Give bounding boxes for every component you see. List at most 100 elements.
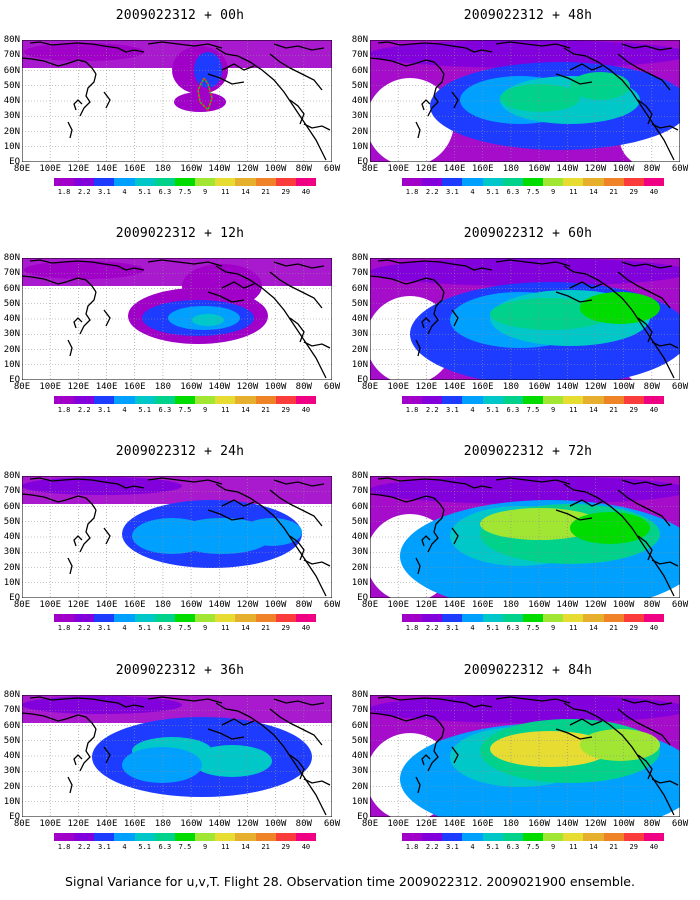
figure-caption: Signal Variance for u,v,T. Flight 28. Ob… xyxy=(65,874,635,889)
latitude-label: 80N xyxy=(351,690,368,700)
colorbar-swatch xyxy=(422,178,443,186)
latitude-label: EQ xyxy=(357,157,368,167)
colorbar-label: 2.2 xyxy=(77,624,91,632)
colorbar-swatch xyxy=(623,178,644,186)
colorbar-swatch xyxy=(442,833,463,841)
colorbar-label: 5.1 xyxy=(138,624,152,632)
longitude-label: 140W xyxy=(208,164,231,174)
longitude-label: 60W xyxy=(323,164,341,174)
latitude-label: 80N xyxy=(351,35,368,45)
latitude-label: EQ xyxy=(357,593,368,603)
colorbar-label: 29 xyxy=(281,406,290,414)
latitude-label: 20N xyxy=(3,781,20,792)
latitude-label: 10N xyxy=(3,577,20,588)
latitude-label: 50N xyxy=(351,516,368,527)
colorbar-label: 21 xyxy=(261,624,270,632)
longitude-label: 160W xyxy=(180,382,202,392)
longitude-label: 180 xyxy=(502,382,520,392)
longitude-label: 140W xyxy=(556,382,579,392)
colorbar-swatch xyxy=(114,833,135,841)
latitude-label: 40N xyxy=(351,751,368,761)
longitude-label: 160E xyxy=(123,164,146,174)
colorbar-swatch xyxy=(422,833,443,841)
colorbar-swatch xyxy=(643,833,665,841)
latitude-label: 30N xyxy=(351,329,368,340)
colorbar-label: 5.1 xyxy=(486,188,500,196)
longitude-label: 120W xyxy=(584,382,607,392)
colorbar-swatch xyxy=(522,396,544,404)
colorbar-swatch xyxy=(402,396,423,404)
colorbar-swatch xyxy=(215,833,236,841)
colorbar-label: 5.1 xyxy=(138,188,152,196)
colorbar-label: 4 xyxy=(470,843,475,851)
longitude-label: 180 xyxy=(502,164,520,174)
colorbar-swatch xyxy=(74,178,95,186)
latitude-label: 50N xyxy=(351,735,368,746)
map-panel: 2009022312 + 00h 80N 70N 60N 50N 40N 30N 20N 10N… xyxy=(4,0,350,222)
colorbar-label: 3.1 xyxy=(446,624,459,632)
panel-title: 2009022312 + 84h xyxy=(463,663,593,678)
colorbar xyxy=(402,614,665,622)
colorbar-label: 14 xyxy=(241,406,250,414)
colorbar-label: 4 xyxy=(122,843,127,851)
longitude-label: 120W xyxy=(236,819,259,829)
longitude-label: 140E xyxy=(95,382,118,392)
colorbar-label: 14 xyxy=(589,843,598,851)
colorbar-swatch xyxy=(462,178,483,186)
colorbar-label: 7.5 xyxy=(526,406,540,414)
colorbar-label: 11 xyxy=(221,624,230,632)
colorbar-swatch xyxy=(74,614,95,622)
colorbar-label: 14 xyxy=(241,188,250,196)
colorbar-swatch xyxy=(543,833,564,841)
colorbar-label: 6.3 xyxy=(158,188,172,196)
colorbar-label: 14 xyxy=(241,624,250,632)
map-panel: 2009022312 + 12h 80N 70N 60N 50N 40N 30N 20N 10N… xyxy=(4,218,350,440)
longitude-label: 160E xyxy=(471,164,494,174)
colorbar-swatch xyxy=(295,614,317,622)
latitude-label: EQ xyxy=(9,157,20,167)
longitude-label: 80W xyxy=(643,382,660,392)
colorbar-label: 3.1 xyxy=(446,843,459,851)
colorbar-swatch xyxy=(295,178,317,186)
colorbar-swatch xyxy=(275,614,296,622)
colorbar-label: 29 xyxy=(629,624,638,632)
latitude-label: 30N xyxy=(3,329,20,340)
colorbar-label: 40 xyxy=(301,624,311,632)
colorbar-label: 4 xyxy=(122,624,127,632)
longitude-label: 180 xyxy=(154,600,172,610)
colorbar-label: 7.5 xyxy=(178,406,192,414)
longitude-label: 140E xyxy=(95,819,118,829)
longitude-label: 80W xyxy=(295,600,312,610)
colorbar-swatch xyxy=(255,833,276,841)
latitude-label: 70N xyxy=(351,50,368,61)
longitude-label: 120E xyxy=(67,600,90,610)
colorbar-swatch xyxy=(74,833,95,841)
variance-map xyxy=(22,476,332,598)
longitude-label: 120E xyxy=(67,382,90,392)
latitude-label: 30N xyxy=(3,547,20,558)
colorbar-swatch xyxy=(583,178,604,186)
variance-map xyxy=(370,40,680,162)
colorbar-swatch xyxy=(563,396,584,404)
colorbar-label: 4 xyxy=(470,406,475,414)
colorbar-swatch xyxy=(402,833,423,841)
colorbar-swatch xyxy=(502,833,523,841)
colorbar-label: 2.2 xyxy=(425,843,439,851)
colorbar-swatch xyxy=(94,178,115,186)
longitude-label: 120W xyxy=(584,819,607,829)
colorbar-label: 29 xyxy=(281,188,290,196)
colorbar-label: 6.3 xyxy=(158,624,172,632)
colorbar-label: 4 xyxy=(122,406,127,414)
map-panel: 2009022312 + 84h 80N 70N 60N 50N 40N 30N 20N 10N… xyxy=(352,655,698,877)
colorbar-swatch xyxy=(442,614,463,622)
panel-title: 2009022312 + 36h xyxy=(115,663,245,678)
colorbar-label: 3.1 xyxy=(98,188,111,196)
colorbar-swatch xyxy=(94,833,115,841)
variance-map xyxy=(22,40,332,162)
longitude-label: 160E xyxy=(471,382,494,392)
longitude-label: 160E xyxy=(471,600,494,610)
colorbar-label: 14 xyxy=(589,188,598,196)
colorbar-swatch xyxy=(54,614,75,622)
colorbar-swatch xyxy=(54,833,75,841)
latitude-label: 50N xyxy=(351,298,368,309)
